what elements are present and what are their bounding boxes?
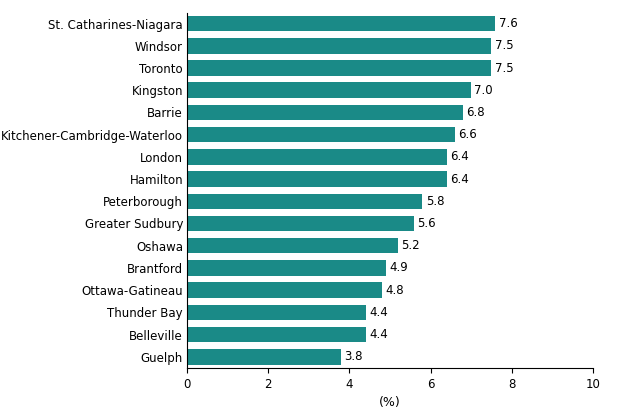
Text: 7.5: 7.5: [495, 39, 514, 52]
Text: 5.8: 5.8: [426, 195, 444, 208]
Bar: [187, 194, 422, 209]
Text: 3.8: 3.8: [344, 350, 363, 363]
Bar: [187, 104, 463, 120]
Text: 4.8: 4.8: [385, 284, 404, 297]
Bar: [187, 60, 492, 76]
Text: 6.6: 6.6: [458, 128, 477, 141]
Text: 6.4: 6.4: [450, 150, 469, 163]
Text: 4.4: 4.4: [369, 328, 388, 341]
Bar: [187, 216, 414, 231]
Text: 7.5: 7.5: [495, 61, 514, 74]
Text: 4.4: 4.4: [369, 306, 388, 319]
Bar: [187, 282, 382, 298]
Text: 6.8: 6.8: [466, 106, 485, 119]
Bar: [187, 127, 455, 143]
Text: 5.6: 5.6: [417, 217, 436, 230]
Bar: [187, 16, 495, 31]
Bar: [187, 349, 341, 364]
Text: 4.9: 4.9: [389, 261, 408, 274]
Bar: [187, 82, 471, 98]
Bar: [187, 238, 398, 253]
Text: 5.2: 5.2: [401, 239, 420, 252]
Text: 7.6: 7.6: [499, 17, 517, 30]
Bar: [187, 171, 447, 187]
Bar: [187, 149, 447, 165]
Text: 6.4: 6.4: [450, 173, 469, 186]
Bar: [187, 260, 386, 276]
Text: 7.0: 7.0: [474, 84, 493, 97]
X-axis label: (%): (%): [379, 396, 401, 409]
Bar: [187, 327, 366, 342]
Bar: [187, 38, 492, 54]
Bar: [187, 305, 366, 320]
